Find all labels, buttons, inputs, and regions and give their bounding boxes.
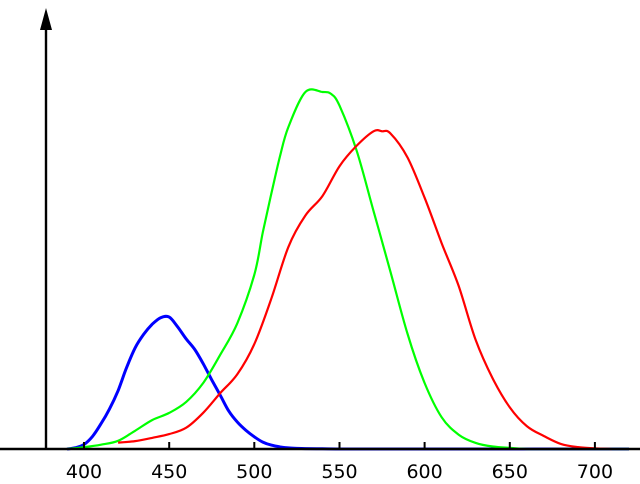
- series-line-2: [66, 88, 629, 451]
- series-line-1: [66, 314, 629, 451]
- x-tick-label: 650: [492, 461, 528, 483]
- x-tick-label: 400: [66, 461, 102, 483]
- x-tick-label: 500: [236, 461, 272, 483]
- x-tick-label: 550: [321, 461, 357, 483]
- x-tick-label: 450: [151, 461, 187, 483]
- x-tick-label: 700: [577, 461, 613, 483]
- x-axis-ticks: 400 450 500 550 600 650 700: [66, 442, 613, 483]
- series-curves: [66, 88, 629, 451]
- x-tick-label: 600: [406, 461, 442, 483]
- series-line-3: [118, 128, 612, 451]
- y-axis-arrowhead: [40, 8, 52, 30]
